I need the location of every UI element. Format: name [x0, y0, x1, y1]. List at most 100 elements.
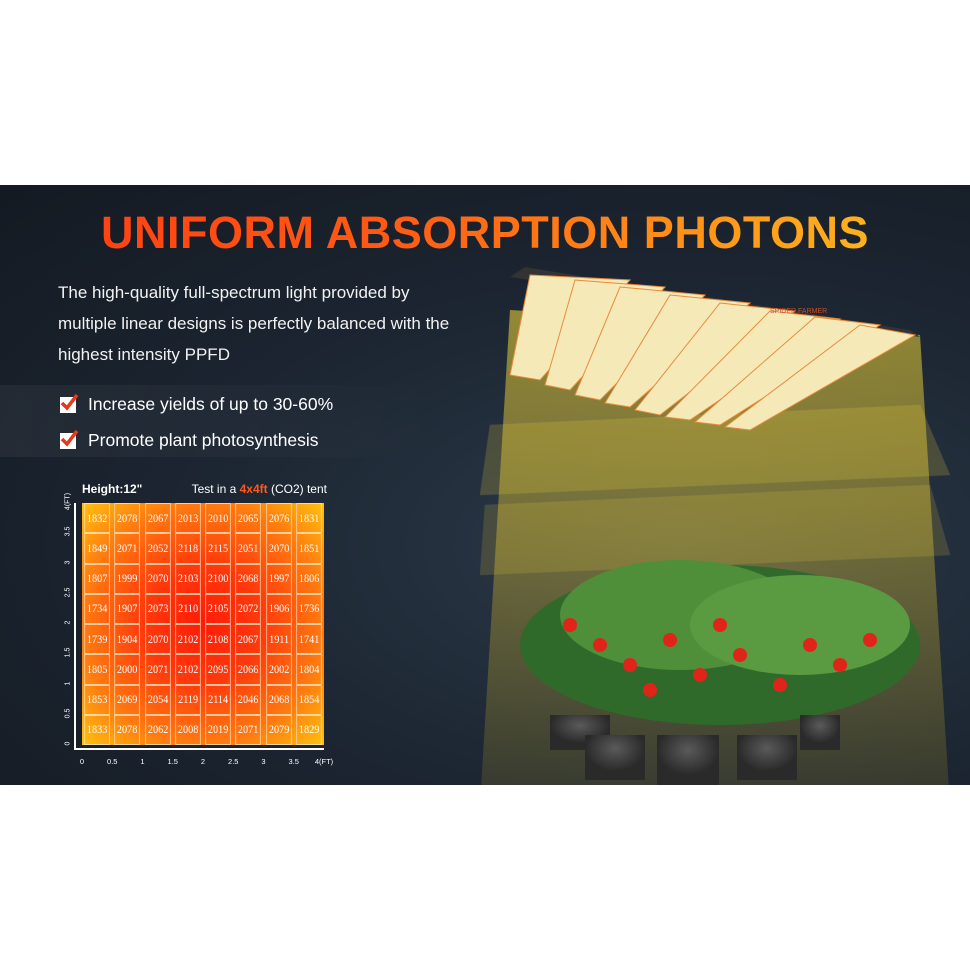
description: The high-quality full-spectrum light pro… [58, 283, 450, 364]
heatmap-cell: 2072 [235, 593, 262, 624]
x-tick-label: 2.5 [228, 757, 239, 766]
plant-pot [585, 735, 645, 780]
heatmap-cell: 1904 [114, 624, 141, 655]
grow-light-scene: SPIDER FARMER [480, 267, 951, 785]
heatmap-cell: 1906 [265, 593, 292, 624]
x-tick-label: 0 [79, 757, 85, 766]
x-tick-label: 1 [140, 757, 145, 766]
heatmap-cell: 1907 [114, 593, 141, 624]
checkbox-icon [60, 393, 79, 413]
x-tick-label: 3 [261, 757, 266, 766]
plants [520, 560, 920, 785]
heatmap-cell: 2046 [235, 684, 262, 715]
heatmap-cell: 2069 [114, 684, 141, 715]
height-label: Height:12" [82, 482, 143, 496]
heatmap-cell: 2019 [205, 714, 231, 745]
heatmap-cell: 2110 [175, 593, 201, 624]
heatmap-cell: 2103 [175, 563, 201, 594]
heatmap-cell: 2068 [235, 563, 262, 594]
heatmap-cell: 2114 [205, 684, 231, 715]
heatmap-cell: 2067 [235, 624, 262, 655]
y-axis [74, 503, 76, 748]
heatmap-cell: 2108 [205, 624, 231, 655]
y-tick-label: 2.5 [64, 587, 72, 598]
test-label: Test in a 4x4ft (CO2) tent [191, 482, 327, 496]
light-fixture: SPIDER FARMER [509, 267, 920, 431]
heatmap-cell: 2102 [175, 624, 201, 655]
heatmap-cell: 2070 [265, 533, 292, 564]
heatmap-cell: 2010 [205, 503, 231, 534]
heatmap-cell: 2102 [175, 654, 201, 685]
heatmap-cell: 1806 [296, 563, 322, 594]
y-tick-label: 0 [64, 741, 72, 746]
bullet-text: Increase yields of up to 30-60% [88, 394, 334, 414]
heatmap-cell: 1804 [296, 654, 322, 685]
heatmap-cell: 2000 [114, 654, 141, 685]
y-tick-label: 0.5 [64, 708, 72, 719]
heatmap-cell: 2071 [144, 654, 171, 685]
heatmap-cell: 1805 [84, 654, 110, 685]
x-tick-label: 0.5 [107, 757, 118, 766]
heatmap-cell: 2078 [114, 503, 141, 534]
heatmap-cell: 2079 [265, 714, 292, 745]
heatmap-cell: 2068 [265, 684, 292, 715]
heatmap-cell: 2095 [205, 654, 231, 685]
x-tick-label: 1.5 [167, 757, 178, 766]
heatmap-cell: 1734 [84, 593, 110, 624]
brand-logo: SPIDER FARMER [770, 308, 827, 315]
heatmap-cell: 2105 [205, 593, 231, 624]
heatmap-cell: 2073 [144, 593, 171, 624]
x-tick-label: 3.5 [288, 757, 299, 766]
bullet-item: Increase yields of up to 30-60% [60, 393, 334, 415]
plant-pot [800, 715, 840, 750]
heatmap-cell: 1999 [114, 563, 141, 594]
checkbox-icon [60, 429, 79, 449]
heatmap-cell: 2013 [175, 503, 201, 534]
x-axis [74, 748, 324, 750]
heatmap-cell: 2002 [265, 654, 292, 685]
heatmap-cell: 1851 [296, 533, 322, 564]
heatmap-cell: 1854 [296, 684, 322, 715]
heatmap-cell: 1833 [84, 714, 110, 745]
plant-pot [657, 735, 719, 785]
heatmap-cell: 2071 [235, 714, 262, 745]
heatmap-cell: 2067 [144, 503, 171, 534]
heatmap-cell: 2115 [205, 533, 231, 564]
heatmap-cell: 2051 [235, 533, 262, 564]
heatmap-cell: 1807 [84, 563, 110, 594]
bullet-text: Promote plant photosynthesis [88, 430, 319, 450]
heatmap-cell: 1829 [296, 714, 322, 745]
heatmap-cell: 2070 [144, 624, 171, 655]
heatmap-cell: 2070 [144, 563, 171, 594]
heatmap-cell: 2078 [114, 714, 141, 745]
bullet-item: Promote plant photosynthesis [60, 429, 319, 451]
heatmap-cell: 1741 [296, 624, 322, 655]
heatmap-cell: 2008 [175, 714, 201, 745]
x-tick-label: 2 [200, 757, 206, 766]
y-tick-label: 3 [64, 560, 72, 564]
heatmap-cell: 1911 [265, 624, 292, 655]
heatmap-cell: 1853 [84, 684, 110, 715]
page-title: UNIFORM ABSORPTION PHOTONS [0, 207, 970, 259]
light-layer [480, 484, 951, 576]
heatmap-cell: 2052 [144, 533, 171, 564]
heatmap-cell: 2076 [265, 503, 292, 534]
heatmap-header: Height:12" Test in a 4x4ft (CO2) tent [82, 482, 327, 496]
heatmap-cell: 2062 [144, 714, 171, 745]
heatmap-cell: 1849 [84, 533, 110, 564]
heatmap-cell: 1997 [265, 563, 292, 594]
y-tick-label: 1.5 [64, 647, 72, 658]
banner: UNIFORM ABSORPTION PHOTONS The high-qual… [0, 185, 970, 785]
heatmap-cell: 1739 [84, 624, 110, 655]
heatmap-cell: 2054 [144, 684, 171, 715]
y-tick-label: 1 [64, 681, 72, 685]
x-tick-label: 4(FT) [314, 757, 334, 766]
heatmap-cell: 2065 [235, 503, 262, 534]
heatmap-cell: 2118 [175, 533, 201, 564]
y-tick-label: 3.5 [64, 526, 72, 537]
y-tick-label: 2 [64, 620, 72, 625]
ppfd-heatmap: 1832 2078 2067 2013 2010 2065 2076 1831 1849 2071… [82, 503, 324, 745]
heatmap-cell: 2119 [175, 684, 201, 715]
heatmap-cell: 1831 [296, 503, 322, 534]
heatmap-cell: 2100 [205, 563, 231, 594]
